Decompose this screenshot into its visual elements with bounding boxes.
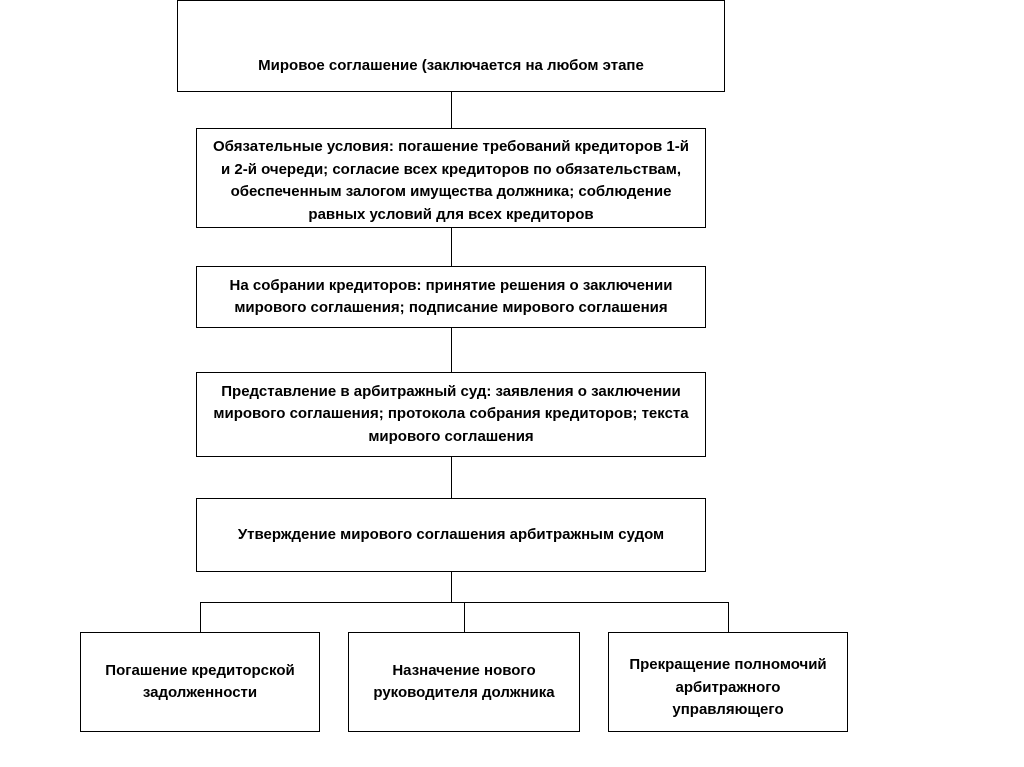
node-label: Прекращение полномочий арбитражного упра… [609, 648, 847, 728]
edge-4-branch [451, 572, 452, 602]
node-debt-repayment: Погашение кредиторской задолженности [80, 632, 320, 732]
node-label: Погашение кредиторской задолженности [81, 654, 319, 711]
edge-branch-5 [200, 602, 201, 632]
edge-branch-7 [728, 602, 729, 632]
node-label: Обязательные условия: погашение требован… [197, 130, 705, 228]
node-new-manager: Назначение нового руководителя должника [348, 632, 580, 732]
edge-3-4 [451, 457, 452, 498]
edge-2-3 [451, 328, 452, 372]
edge-0-1 [451, 92, 452, 128]
node-creditors-meeting: На собрании кредиторов: принятие решения… [196, 266, 706, 328]
node-court-submission: Представление в арбитражный суд: заявлен… [196, 372, 706, 457]
node-termination-powers: Прекращение полномочий арбитражного упра… [608, 632, 848, 732]
node-mandatory-conditions: Обязательные условия: погашение требован… [196, 128, 706, 228]
node-court-approval: Утверждение мирового соглашения арбитраж… [196, 498, 706, 572]
node-label: На собрании кредиторов: принятие решения… [197, 269, 705, 326]
node-label: Назначение нового руководителя должника [349, 654, 579, 711]
edge-branch-6 [464, 602, 465, 632]
edge-1-2 [451, 228, 452, 266]
flowchart-container: Мировое соглашение (заключается на любом… [0, 0, 1024, 767]
node-label: Мировое соглашение (заключается на любом… [178, 49, 724, 84]
node-settlement-agreement: Мировое соглашение (заключается на любом… [177, 0, 725, 92]
node-label: Представление в арбитражный суд: заявлен… [197, 375, 705, 455]
node-label: Утверждение мирового соглашения арбитраж… [228, 518, 674, 553]
